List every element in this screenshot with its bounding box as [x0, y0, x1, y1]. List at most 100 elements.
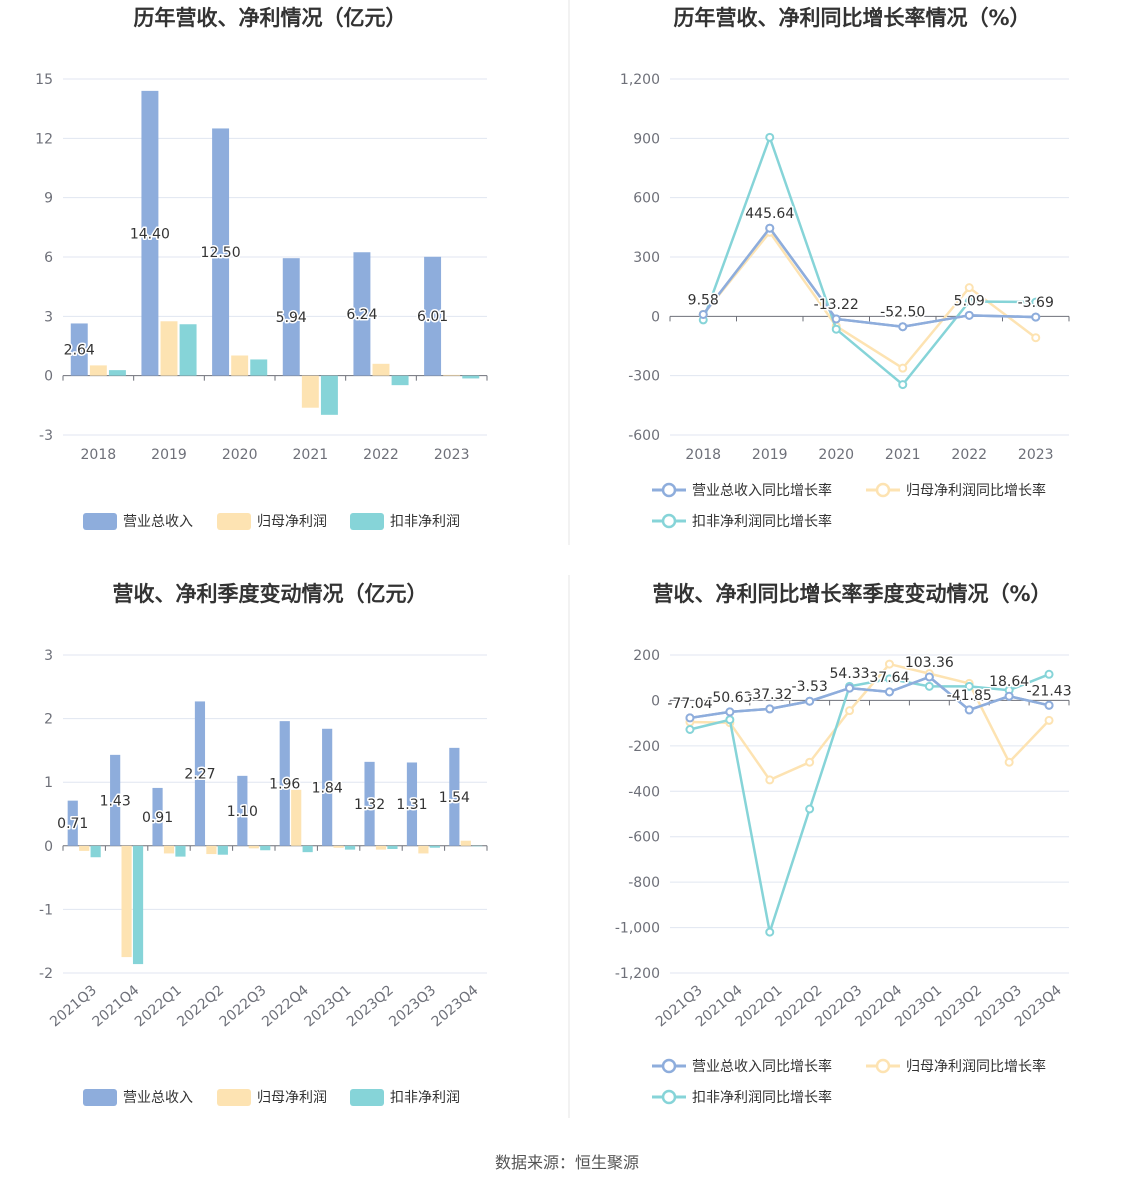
chart-title: 历年营收、净利情况（亿元）: [134, 6, 407, 30]
bar-series1-2023Q4: [460, 840, 471, 846]
data-source-note: 数据来源：恒生聚源: [495, 1153, 639, 1172]
legend-marker-0: [661, 1058, 677, 1074]
x-tick-label: 2021: [293, 447, 329, 463]
bar-value-label: 1.96: [269, 776, 300, 792]
bar-series1-2023Q2: [375, 845, 387, 850]
bar-series2-2022Q3: [260, 845, 271, 851]
legend-label-2: 扣非净利润: [390, 1090, 460, 1106]
x-tick-label: 2023: [1018, 447, 1054, 463]
y-tick-label: 200: [633, 648, 660, 664]
bar-series2-2023Q2: [387, 845, 398, 849]
line-value-label: -13.22: [814, 297, 859, 313]
line-value-label: 9.58: [688, 292, 719, 308]
line-point-series1-2022Q4: [884, 659, 894, 669]
bar-series1-2020: [231, 355, 249, 376]
line-series-0-front: [689, 675, 1050, 720]
bar-series2-2022Q2: [217, 845, 228, 855]
legend-swatch-2: [350, 1089, 384, 1106]
y-tick-label: 12: [35, 131, 53, 147]
line-point-front: [765, 704, 775, 714]
bar-series2-2023Q4: [472, 845, 483, 847]
y-tick-label: 0: [44, 369, 53, 385]
line-value-label: -50.63: [707, 690, 752, 706]
line-point-series1-2021: [898, 363, 908, 373]
line-point-front: [898, 322, 908, 332]
bar-value-label: 12.50: [201, 245, 241, 261]
line-point-series2-2021Q4: [725, 715, 735, 725]
legend-swatch-2: [350, 513, 384, 530]
bar-series0-2023Q4: [449, 747, 460, 846]
bar-series0-2022Q3: [237, 775, 248, 846]
line-value-label: -3.69: [1018, 295, 1054, 311]
line-value-label: -37.32: [747, 687, 792, 703]
y-tick-label: 0: [651, 693, 660, 709]
line-point-series2-2021Q3: [685, 725, 695, 735]
bar-series1-2022Q2: [206, 845, 217, 855]
y-tick-label: -2: [39, 966, 53, 982]
annual-revenue-profit-chart: 历年营收、净利情况（亿元） -3 0 3 6 9 12 15 2018 2019 2020 2021 2…: [35, 6, 488, 530]
line-point-series1-2022: [964, 283, 974, 293]
x-tick-label: 2022Q3: [217, 982, 270, 1030]
line-point-front: [845, 683, 855, 693]
legend-label-2: 扣非净利润同比增长率: [692, 513, 832, 530]
y-tick-label: -400: [628, 784, 660, 800]
bar-value-label: 2.27: [184, 767, 215, 783]
bar-series2-2018: [108, 370, 126, 376]
legend-marker-2: [661, 513, 677, 529]
line-point-front: [964, 310, 974, 320]
annual-growth-rate-chart: 历年营收、净利同比增长率情况（%） -600 -300 0 300 600 900 1,200…: [620, 6, 1070, 530]
legend-marker-1: [875, 1058, 891, 1074]
y-tick-label: -1,200: [615, 966, 660, 982]
line-point-front: [765, 223, 775, 233]
bar-series0-2022: [353, 252, 371, 376]
quarterly-growth-rate-chart: 营收、净利同比增长率季度变动情况（%） -1,200 -1,000 -800 -600 -…: [615, 582, 1073, 1106]
bar-series1-2021Q4: [121, 845, 132, 958]
bar-series1-2021: [301, 375, 319, 408]
y-tick-label: 2: [44, 712, 53, 728]
bar-series2-2021Q4: [132, 845, 144, 965]
bar-series2-2023Q3: [429, 845, 440, 848]
x-tick-label: 2021Q3: [47, 982, 100, 1030]
line-series-1: [689, 662, 1050, 782]
line-point-front: [1004, 691, 1014, 701]
line-point-series1-2022Q1: [765, 775, 775, 785]
bar-series0-2019: [141, 90, 159, 376]
line-series-2: [702, 133, 1036, 387]
line-point-series2-2023Q2: [964, 681, 974, 691]
bar-series0-2023: [424, 256, 442, 376]
bar-series2-2023: [462, 375, 480, 379]
bar-value-label: 6.01: [417, 309, 448, 325]
y-tick-label: -600: [628, 830, 660, 846]
bar-series0-2023Q1: [322, 728, 333, 846]
legend-swatch-0: [83, 513, 117, 530]
line-point-series2-2022Q1: [765, 927, 775, 937]
bar-series0-2022Q2: [194, 701, 206, 846]
x-tick-label: 2022Q1: [132, 982, 185, 1030]
x-tick-label: 2023Q4: [429, 982, 482, 1030]
line-point-series1-2022Q3: [845, 706, 855, 716]
chart-title: 营收、净利同比增长率季度变动情况（%）: [652, 582, 1051, 606]
y-tick-label: -600: [628, 428, 660, 444]
bar-series1-2022Q1: [163, 845, 175, 854]
y-tick-label: 0: [44, 839, 53, 855]
bar-value-label: 14.40: [130, 226, 170, 242]
x-tick-label: 2022: [951, 447, 987, 463]
chart-title: 营收、净利季度变动情况（亿元）: [113, 582, 428, 606]
y-tick-label: -300: [628, 369, 660, 385]
bar-series1-2023: [443, 374, 461, 376]
bar-series2-2022Q1: [175, 845, 186, 857]
quarterly-revenue-profit-chart: 营收、净利季度变动情况（亿元）-2-101232021Q32021Q42022Q…: [39, 582, 488, 1106]
bar-series0-2021Q3: [67, 800, 78, 846]
bar-value-label: 1.31: [396, 797, 427, 813]
line-value-label: 37.64: [869, 670, 909, 686]
line-value-label: 54.33: [830, 666, 870, 682]
x-tick-label: 2019: [151, 447, 187, 463]
bar-series0-2023Q3: [406, 762, 418, 846]
x-tick-label: 2019: [752, 447, 788, 463]
line-point-series2-2022Q4: [884, 674, 894, 684]
line-value-label: -41.85: [947, 688, 992, 704]
bar-series2-2020: [250, 359, 268, 376]
y-tick-label: -1,000: [615, 921, 660, 937]
bar-series0-2018: [70, 323, 88, 376]
line-point-series2-2021: [898, 380, 908, 390]
